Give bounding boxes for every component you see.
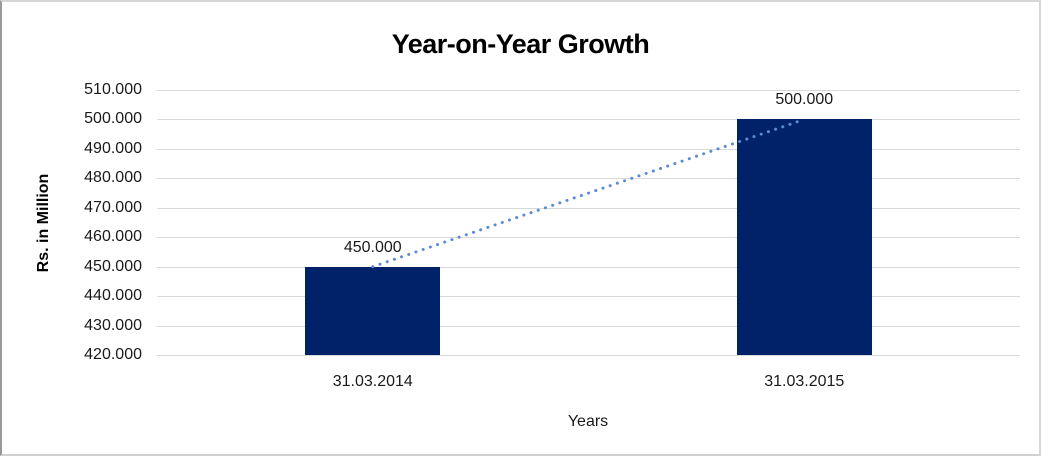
x-axis-title: Years	[567, 413, 609, 430]
y-tick-label: 460.000	[84, 228, 142, 246]
y-tick-label: 490.000	[84, 139, 142, 157]
y-tick-label: 420.000	[84, 346, 142, 363]
y-tick-label: 480.000	[84, 169, 142, 187]
gridline	[157, 148, 1020, 150]
x-tick-label: 31.03.2015	[764, 373, 845, 390]
y-tick-label: 440.000	[84, 287, 142, 305]
gridline	[157, 237, 1020, 239]
gridline	[157, 119, 1020, 121]
gridline	[157, 325, 1020, 327]
y-tick-label: 450.000	[84, 257, 142, 275]
y-tick-label: 430.000	[84, 316, 142, 334]
gridline	[157, 266, 1020, 268]
chart-title: Year-on-Year Growth	[391, 29, 650, 59]
plot-area	[157, 90, 1020, 356]
x-tick-label: 31.03.2014	[332, 373, 413, 390]
bar-value-label: 500.000	[775, 91, 834, 109]
y-tick-label: 500.000	[84, 110, 142, 128]
gridline	[157, 90, 1020, 91]
bar	[736, 119, 872, 355]
bar-value-label: 450.000	[343, 238, 402, 256]
gridline	[157, 296, 1020, 298]
y-tick-label: 510.000	[84, 81, 142, 98]
bar	[305, 266, 441, 355]
y-tick-label: 470.000	[84, 198, 142, 216]
gridline	[157, 178, 1020, 180]
gridline	[157, 207, 1020, 209]
gridline	[157, 355, 1020, 356]
